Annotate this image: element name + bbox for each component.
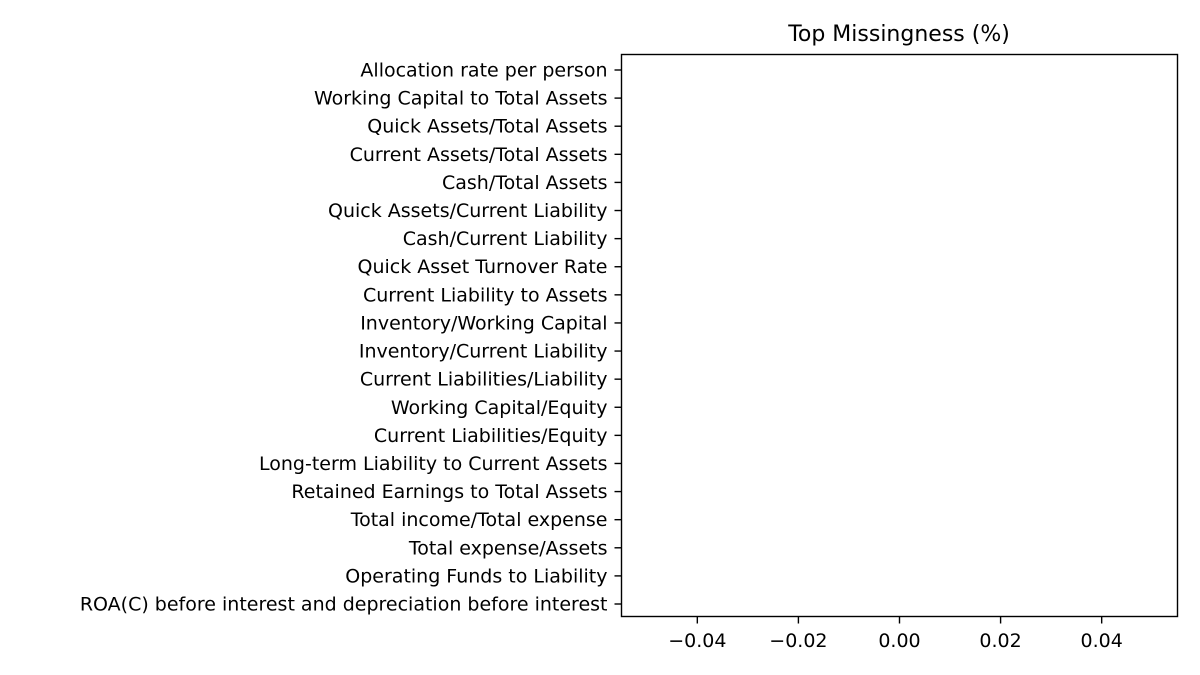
y-tick-label: Operating Funds to Liability — [345, 565, 607, 587]
y-tick-label: Quick Assets/Current Liability — [328, 200, 608, 222]
y-tick-label: Retained Earnings to Total Assets — [291, 481, 607, 503]
plot-frame — [620, 53, 1179, 618]
x-tick-label: −0.04 — [668, 630, 726, 652]
y-tick-label: Long-term Liability to Current Assets — [259, 453, 608, 475]
y-tick-label: ROA(C) before interest and depreciation … — [80, 594, 608, 616]
x-axis: −0.04 −0.02 0.00 0.02 0.04 — [668, 616, 1123, 652]
y-tick-label: Inventory/Current Liability — [359, 341, 608, 363]
y-tick-label: Quick Assets/Total Assets — [367, 116, 607, 138]
y-tick-label: Working Capital to Total Assets — [314, 88, 608, 110]
chart-title: Top Missingness (%) — [787, 22, 1010, 47]
y-tick-label: Quick Asset Turnover Rate — [358, 256, 608, 278]
y-tick-label: Allocation rate per person — [360, 60, 607, 82]
y-tick-label: Total expense/Assets — [408, 537, 608, 559]
y-tick-label: Working Capital/Equity — [391, 397, 608, 419]
y-tick-label: Total income/Total expense — [350, 509, 608, 531]
x-tick-label: 0.00 — [878, 630, 920, 652]
y-tick-label: Current Assets/Total Assets — [350, 144, 608, 166]
y-tick-label: Current Liability to Assets — [363, 284, 608, 306]
x-tick-label: −0.02 — [769, 630, 827, 652]
x-tick-label: 0.04 — [1081, 630, 1123, 652]
y-axis: Allocation rate per person Working Capita… — [80, 60, 622, 616]
x-tick-label: 0.02 — [979, 630, 1021, 652]
y-tick-label: Current Liabilities/Equity — [374, 425, 608, 447]
y-tick-label: Current Liabilities/Liability — [360, 369, 608, 391]
y-tick-label: Inventory/Working Capital — [360, 312, 607, 334]
y-tick-label: Cash/Current Liability — [403, 228, 608, 250]
y-tick-label: Cash/Total Assets — [442, 172, 608, 194]
